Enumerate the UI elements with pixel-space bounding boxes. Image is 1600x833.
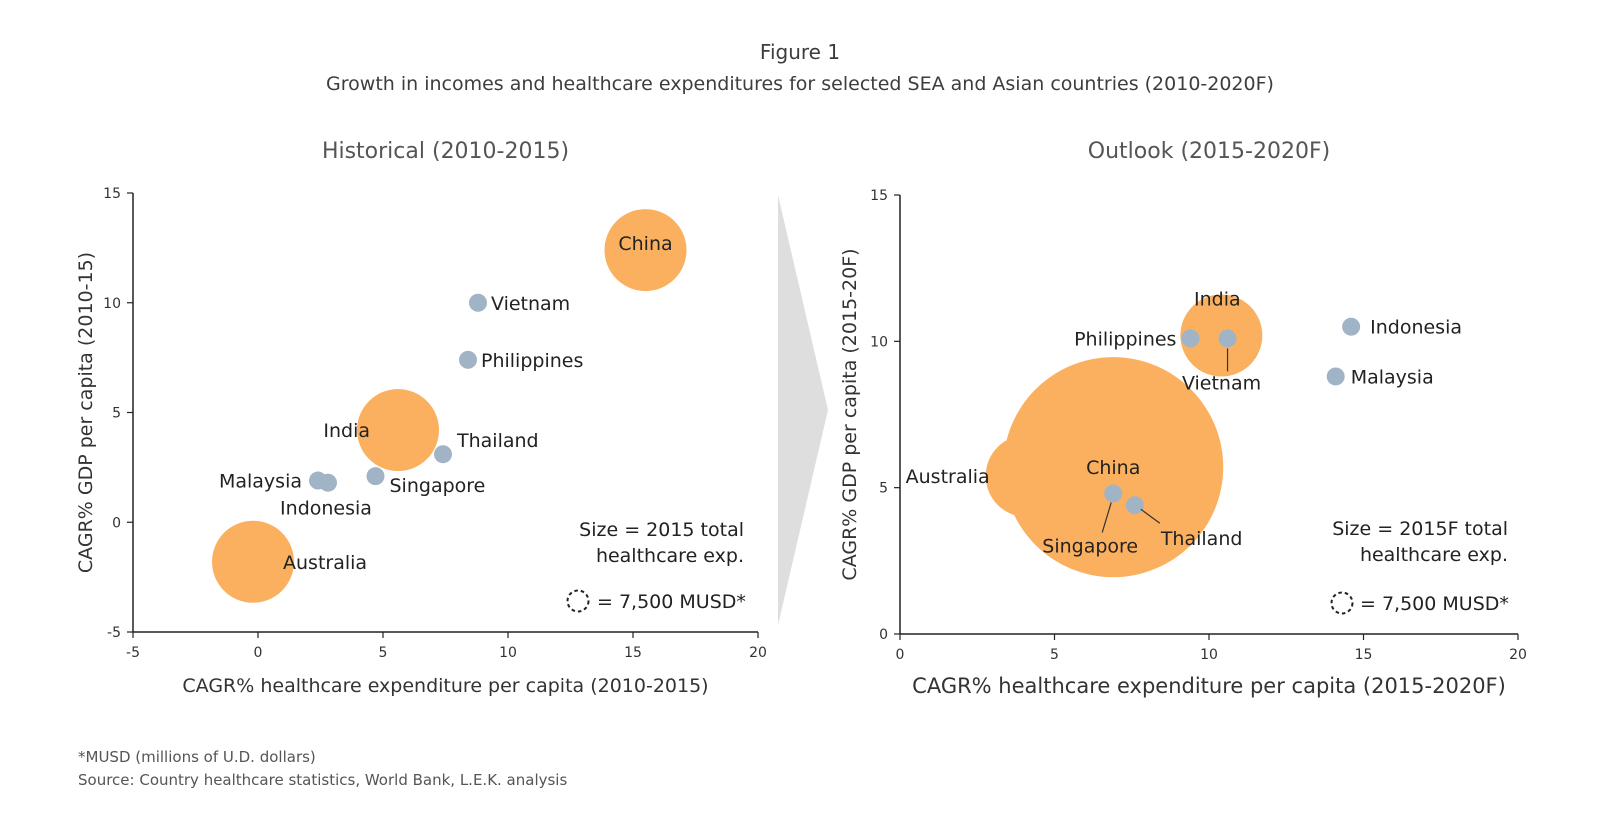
chart-title: Outlook (2015-2020F)	[1088, 139, 1330, 164]
historical-chart: Historical (2010-2015) -5 0 5 10 15 20 -5 0 5 10 15…	[75, 139, 767, 697]
point-label-china: China	[1086, 457, 1140, 479]
point-label-vietnam: Vietnam	[491, 293, 570, 315]
leader-line-thailand	[1140, 508, 1161, 524]
point-label-singapore: Singapore	[1042, 536, 1138, 558]
x-tick-label: 20	[1509, 647, 1527, 663]
size-legend-line-2: healthcare exp.	[596, 545, 744, 567]
y-tick-label: 15	[103, 186, 121, 202]
point-label-philippines: Philippines	[1074, 328, 1176, 350]
x-tick-label: 0	[254, 645, 263, 661]
size-legend-line-1: Size = 2015F total	[1332, 518, 1508, 540]
point-label-philippines: Philippines	[481, 350, 583, 372]
y-axis-label: CAGR% GDP per capita (2015-20F)	[839, 248, 861, 580]
bubble-thailand	[1125, 496, 1144, 515]
y-tick-label: 10	[870, 334, 888, 350]
point-label-india: India	[1194, 288, 1241, 310]
bubble-china	[1003, 357, 1224, 578]
bubble-philippines	[1181, 329, 1200, 348]
point-label-malaysia: Malaysia	[1351, 366, 1434, 388]
x-axis-label: CAGR% healthcare expenditure per capita …	[182, 675, 708, 697]
size-legend-value: = 7,500 MUSD*	[597, 591, 746, 613]
figure-subtitle: Growth in incomes and healthcare expendi…	[326, 73, 1274, 95]
size-legend-dashed-circle	[566, 589, 590, 613]
y-tick-label: 0	[112, 515, 121, 531]
x-tick-label: 15	[624, 645, 642, 661]
x-tick-label: 15	[1355, 647, 1373, 663]
bubble-vietnam	[1218, 329, 1237, 348]
point-label-vietnam: Vietnam	[1182, 372, 1261, 394]
bubble-philippines	[459, 350, 477, 369]
leader-line-singapore	[1101, 502, 1112, 533]
x-tick-label: 5	[379, 645, 388, 661]
size-legend-line-2: healthcare exp.	[1360, 544, 1508, 566]
bubble-indonesia	[1342, 317, 1361, 336]
bubble-malaysia	[1326, 367, 1345, 386]
x-axis-label: CAGR% healthcare expenditure per capita …	[912, 674, 1506, 698]
point-label-indonesia: Indonesia	[280, 498, 372, 520]
bubble-australia	[985, 434, 1068, 517]
bubble-india	[357, 389, 439, 472]
bubble-australia	[212, 520, 294, 603]
bubble-singapore	[366, 467, 385, 486]
y-tick-label: 5	[112, 406, 121, 422]
figure-title: Figure 1	[759, 40, 841, 64]
transition-arrow	[778, 195, 828, 625]
point-label-indonesia: Indonesia	[1370, 317, 1462, 339]
x-tick-label: 20	[749, 645, 767, 661]
x-tick-label: 5	[1050, 647, 1059, 663]
source-note: Source: Country healthcare statistics, W…	[78, 771, 568, 789]
y-tick-label: 0	[879, 627, 888, 643]
size-legend-line-1: Size = 2015 total	[579, 519, 744, 541]
bubble-thailand	[434, 445, 452, 464]
point-label-singapore: Singapore	[390, 475, 486, 497]
bubble-vietnam	[469, 293, 487, 312]
point-label-thailand: Thailand	[1160, 528, 1243, 550]
outlook-chart: Outlook (2015-2020F) 0 5 10 15 20 0 5 10 15 CAGR% …	[839, 139, 1527, 698]
point-label-australia: Australia	[283, 552, 367, 574]
size-legend-value: = 7,500 MUSD*	[1360, 593, 1509, 615]
bubble-china	[604, 209, 687, 292]
point-label-india: India	[323, 420, 370, 442]
x-tick-label: 0	[896, 647, 905, 663]
y-tick-label: -5	[107, 625, 121, 641]
point-label-malaysia: Malaysia	[219, 471, 302, 493]
size-legend-dashed-circle	[1330, 591, 1354, 615]
y-tick-label: 15	[870, 188, 888, 204]
point-label-china: China	[618, 233, 672, 255]
x-tick-label: 10	[1200, 647, 1218, 663]
x-tick-label: -5	[126, 645, 140, 661]
bubble-singapore	[1104, 484, 1123, 503]
point-label-thailand: Thailand	[456, 430, 539, 452]
bubble-indonesia	[319, 473, 337, 492]
chart-title: Historical (2010-2015)	[322, 139, 569, 164]
x-tick-label: 10	[499, 645, 517, 661]
y-tick-label: 5	[879, 481, 888, 497]
y-tick-label: 10	[103, 296, 121, 312]
footnote: *MUSD (millions of U.D. dollars)	[78, 748, 316, 766]
point-label-australia: Australia	[906, 466, 990, 488]
y-axis-label: CAGR% GDP per capita (2010-15)	[75, 252, 97, 573]
